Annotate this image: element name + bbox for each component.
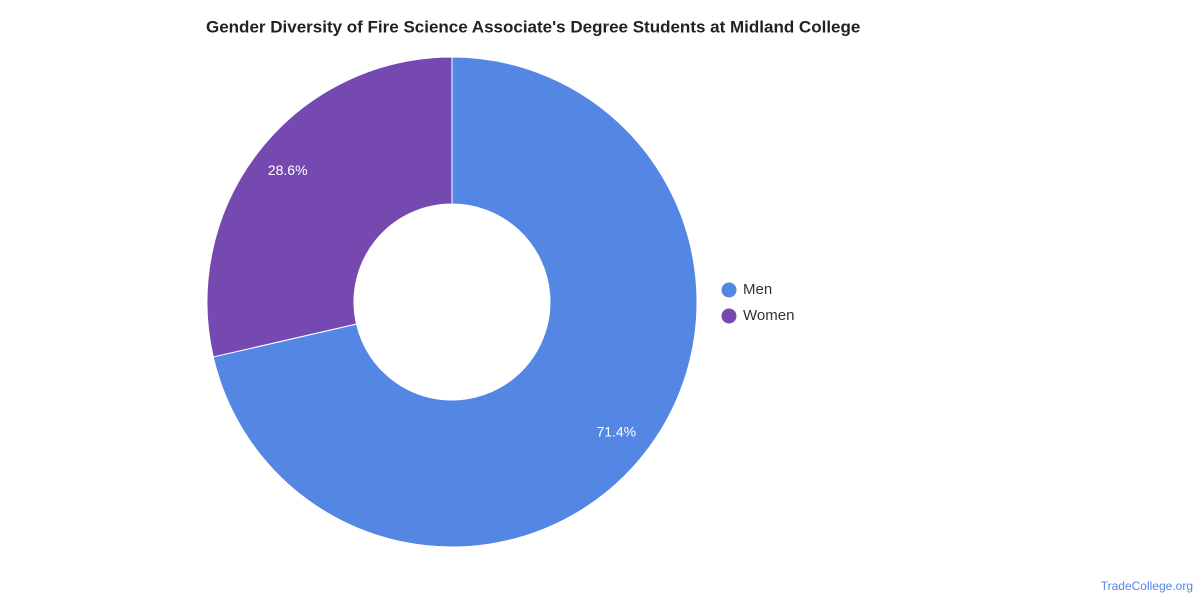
slice-label: 71.4% (596, 423, 636, 439)
source-link[interactable]: TradeCollege.org (1101, 579, 1193, 593)
legend-label[interactable]: Women (743, 307, 794, 324)
legend-swatch[interactable] (721, 282, 737, 298)
donut-slice (206, 56, 453, 358)
legend-label[interactable]: Men (743, 281, 772, 298)
donut-slice (212, 56, 698, 548)
slice-label: 28.6% (268, 162, 308, 178)
legend-swatch[interactable] (721, 308, 737, 324)
chart-title: Gender Diversity of Fire Science Associa… (206, 17, 860, 36)
